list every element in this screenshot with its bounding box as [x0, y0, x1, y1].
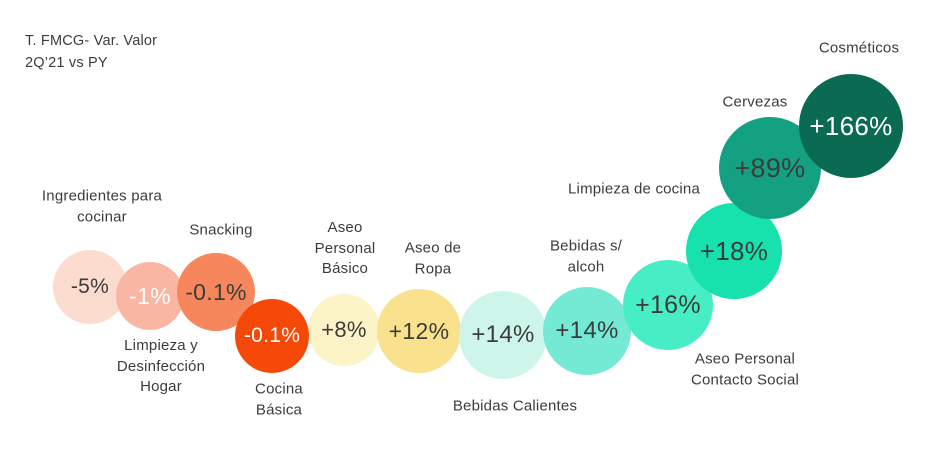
- bubble-label-cervezas: Cervezas: [722, 93, 788, 111]
- bubble-cocina-basica: -0.1%: [235, 299, 309, 373]
- bubble-label-cocina-basica: Cocina Básica: [255, 380, 303, 418]
- bubble-label-limpieza-y-desinfeccion-hogar: Limpieza y Desinfección Hogar: [116, 336, 206, 396]
- bubble-value-cervezas: +89%: [734, 152, 806, 183]
- bubble-value-bebidas-sin-alcohol: +14%: [555, 317, 619, 344]
- bubble-bebidas-sin-alcohol: +14%: [543, 287, 631, 375]
- bubble-label-limpieza-de-cocina: Limpieza de cocina: [567, 180, 701, 198]
- bubble-label-ingredientes-para-cocinar: Ingredientes para cocinar: [41, 187, 163, 225]
- bubble-value-cocina-basica: -0.1%: [243, 324, 301, 347]
- bubble-label-bebidas-sin-alcohol: Bebidas s/ alcoh: [549, 237, 623, 275]
- bubble-label-cosmeticos: Cosméticos: [818, 39, 900, 57]
- bubble-value-aseo-personal-basico: +8%: [321, 317, 367, 342]
- bubble-aseo-personal-contacto-social: +16%: [623, 260, 713, 350]
- bubble-bebidas-calientes: +14%: [459, 291, 547, 379]
- bubble-value-ingredientes-para-cocinar: -5%: [70, 275, 110, 298]
- bubble-value-aseo-de-ropa: +12%: [388, 317, 450, 344]
- bubble-value-bebidas-calientes: +14%: [471, 321, 535, 348]
- bubble-ingredientes-para-cocinar: -5%: [53, 250, 127, 324]
- bubble-value-cosmeticos: +166%: [809, 110, 893, 141]
- bubble-label-aseo-de-ropa: Aseo de Ropa: [404, 239, 462, 277]
- bubble-cosmeticos: +166%: [799, 74, 903, 178]
- bubble-aseo-personal-basico: +8%: [308, 294, 380, 366]
- bubble-value-snacking: -0.1%: [185, 278, 247, 305]
- bubble-value-aseo-personal-contacto-social: +16%: [635, 290, 701, 319]
- bubble-label-aseo-personal-basico: Aseo Personal Básico: [314, 218, 376, 278]
- bubble-label-snacking: Snacking: [189, 221, 253, 239]
- chart-title: T. FMCG- Var. Valor 2Q’21 vs PY: [25, 33, 158, 71]
- bubble-aseo-de-ropa: +12%: [377, 289, 461, 373]
- bubble-label-aseo-personal-contacto-social: Aseo Personal Contacto Social: [690, 350, 800, 388]
- bubble-limpieza-de-cocina: +18%: [686, 203, 782, 299]
- bubble-label-bebidas-calientes: Bebidas Calientes: [452, 397, 578, 415]
- bubble-value-limpieza-y-desinfeccion-hogar: -1%: [129, 282, 171, 309]
- bubble-value-limpieza-de-cocina: +18%: [699, 235, 769, 266]
- bubble-limpieza-y-desinfeccion-hogar: -1%: [116, 262, 184, 330]
